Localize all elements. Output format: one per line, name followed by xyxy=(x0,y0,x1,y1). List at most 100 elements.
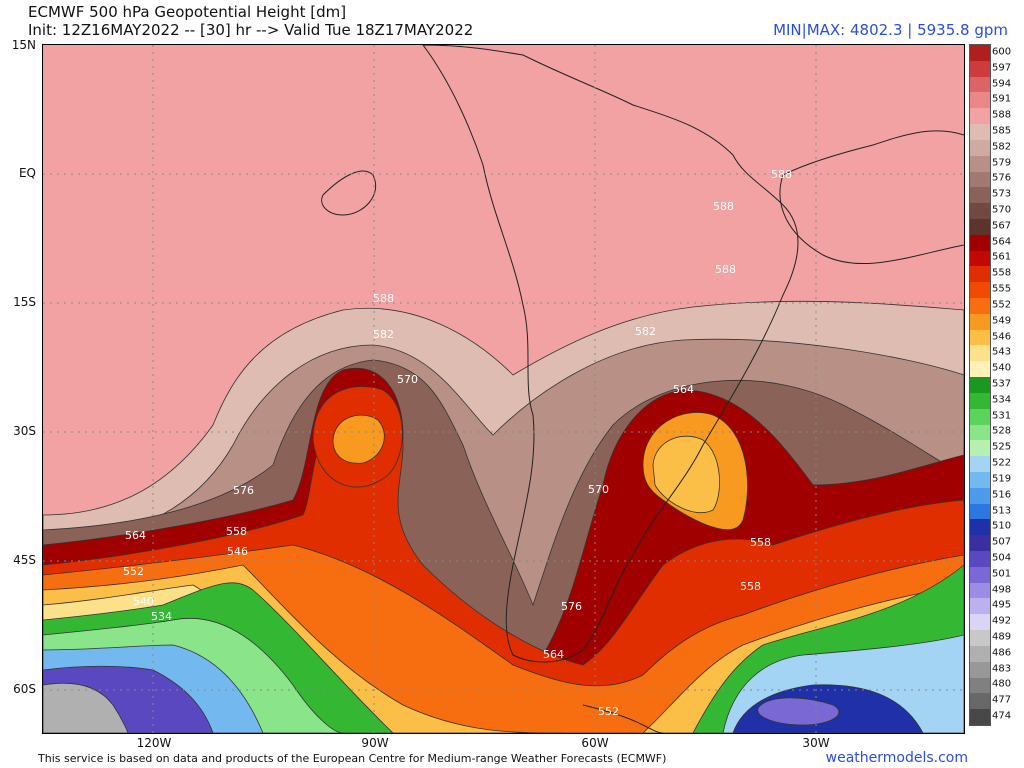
band-489 xyxy=(43,682,129,733)
color-swatch-549 xyxy=(970,313,990,330)
color-scale-label: 486 xyxy=(992,647,1012,659)
map-panel[interactable]: 588 588 588 588 582 582 570 576 570 564 564 558 546 5… xyxy=(42,44,965,734)
coastline-south-america xyxy=(422,45,799,663)
lat-label-15s: 15S xyxy=(13,295,36,309)
color-swatch-588 xyxy=(970,108,990,125)
lon-label-120w: 120W xyxy=(136,736,172,750)
color-swatch-570 xyxy=(970,203,990,220)
low-center-southeast xyxy=(757,697,840,726)
color-scale-label: 597 xyxy=(992,62,1012,74)
color-swatch-522 xyxy=(970,456,990,473)
color-swatch-489 xyxy=(970,630,990,647)
coastline-galapagos xyxy=(321,170,377,216)
color-swatch-495 xyxy=(970,598,990,615)
contour-label: 588 xyxy=(713,200,734,213)
lon-label-30w: 30W xyxy=(802,736,830,750)
color-scale-label: 480 xyxy=(992,678,1012,690)
color-scale-label: 537 xyxy=(992,378,1012,390)
color-scale-label: 588 xyxy=(992,109,1012,121)
color-scale-label: 591 xyxy=(992,93,1012,105)
lat-label-60s: 60S xyxy=(13,682,36,696)
color-scale-label: 579 xyxy=(992,157,1012,169)
color-scale-label: 549 xyxy=(992,315,1012,327)
color-swatch-486 xyxy=(970,645,990,662)
color-scale-label: 585 xyxy=(992,125,1012,137)
color-scale-label: 564 xyxy=(992,236,1012,248)
color-scale-label: 573 xyxy=(992,188,1012,200)
site-link[interactable]: weathermodels.com xyxy=(825,750,968,766)
color-scale-label: 540 xyxy=(992,362,1012,374)
color-scale-label: 513 xyxy=(992,505,1012,516)
color-scale-label: 507 xyxy=(992,536,1012,548)
contour-label: 588 xyxy=(771,168,792,181)
color-scale-label: 600 xyxy=(992,46,1012,58)
color-scale-label: 531 xyxy=(992,410,1012,422)
init-valid-time: Init: 12Z16MAY2022 -- [30] hr --> Valid … xyxy=(28,21,474,39)
color-scale-label: 495 xyxy=(992,599,1012,611)
contour-label: 588 xyxy=(715,263,736,276)
contour-label: 582 xyxy=(635,325,656,338)
coastline-west-africa xyxy=(779,130,964,265)
color-swatch-519 xyxy=(970,471,990,488)
contour-label: 564 xyxy=(125,529,146,542)
lon-label-90w: 90W xyxy=(361,736,389,750)
color-swatch-579 xyxy=(970,155,990,172)
color-scale-label: 498 xyxy=(992,584,1012,596)
low-center-90w-core xyxy=(332,414,385,464)
color-scale-label: 546 xyxy=(992,331,1012,343)
contour-label: 576 xyxy=(233,484,254,497)
contour-label: 540 xyxy=(133,595,154,608)
color-scale-label: 501 xyxy=(992,568,1012,580)
color-scale-label: 516 xyxy=(992,489,1012,501)
contour-label: 546 xyxy=(227,545,248,558)
color-scale-label: 570 xyxy=(992,204,1012,216)
min-max-readout: MIN|MAX: 4802.3 | 5935.8 gpm xyxy=(773,21,1008,39)
color-swatch-594 xyxy=(970,76,990,93)
color-scale-label: 543 xyxy=(992,346,1012,358)
color-scale-label: 534 xyxy=(992,394,1012,406)
color-swatch-498 xyxy=(970,582,990,599)
lat-label-45s: 45S xyxy=(13,553,36,567)
color-scale-label: 522 xyxy=(992,457,1012,469)
color-scale-label: 576 xyxy=(992,172,1012,184)
contour-label: 576 xyxy=(561,600,582,613)
color-scale-label: 582 xyxy=(992,141,1012,153)
color-swatch-591 xyxy=(970,92,990,109)
ecmwf-credit: This service is based on data and produc… xyxy=(38,752,667,765)
color-swatch-576 xyxy=(970,171,990,188)
color-scale-label: 528 xyxy=(992,425,1012,437)
contour-label: 582 xyxy=(373,328,394,341)
color-swatch-540 xyxy=(970,361,990,378)
contour-label: 558 xyxy=(226,525,247,538)
color-swatch-552 xyxy=(970,298,990,315)
color-swatch-561 xyxy=(970,250,990,267)
color-swatch-531 xyxy=(970,408,990,425)
color-swatch-510 xyxy=(970,519,990,536)
color-scale-label: 558 xyxy=(992,267,1012,279)
lat-label-30s: 30S xyxy=(13,424,36,438)
contour-labels: 588 588 588 588 582 582 570 576 570 564 564 558 546 5… xyxy=(123,168,792,718)
gridlines xyxy=(43,45,964,733)
color-swatch-474 xyxy=(970,709,990,726)
lat-label-15n: 15N xyxy=(11,38,36,52)
contour-label: 558 xyxy=(750,536,771,549)
color-scale-label: 489 xyxy=(992,631,1012,643)
color-swatch-585 xyxy=(970,124,990,141)
color-swatch-600 xyxy=(970,45,990,61)
color-swatch-483 xyxy=(970,661,990,678)
color-swatch-558 xyxy=(970,266,990,283)
color-swatch-507 xyxy=(970,535,990,552)
color-swatch-597 xyxy=(970,60,990,77)
color-swatch-501 xyxy=(970,566,990,583)
contour-label: 570 xyxy=(397,373,418,386)
height-contour-map: 588 588 588 588 582 582 570 576 570 564 564 558 546 5… xyxy=(43,45,964,733)
color-swatch-567 xyxy=(970,218,990,235)
color-scale-label: 525 xyxy=(992,441,1012,453)
contour-label: 570 xyxy=(588,483,609,496)
color-scale-label: 567 xyxy=(992,220,1012,232)
color-swatch-582 xyxy=(970,139,990,156)
color-scale-label: 561 xyxy=(992,251,1012,263)
color-swatch-477 xyxy=(970,693,990,710)
lon-label-60w: 60W xyxy=(581,736,609,750)
color-swatch-513 xyxy=(970,503,990,520)
